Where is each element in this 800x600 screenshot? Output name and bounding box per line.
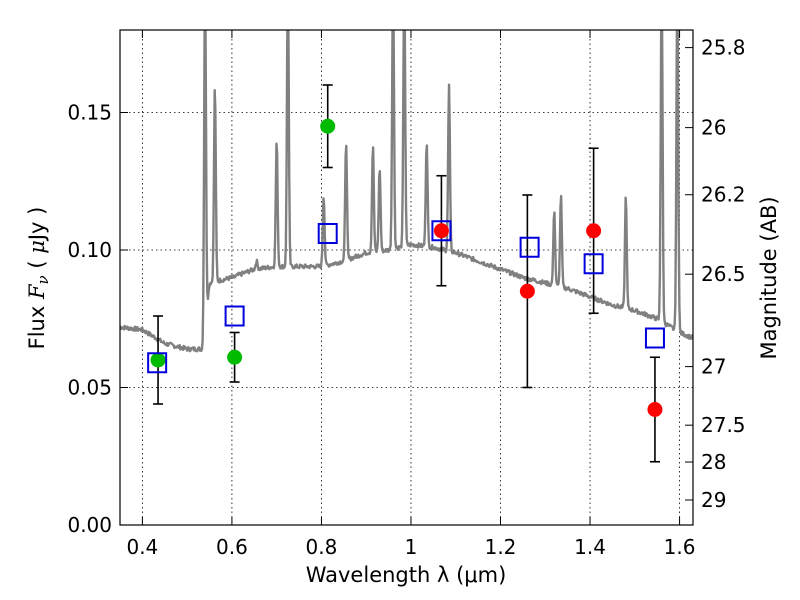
right-tick-label: 25.8 [701, 36, 746, 60]
green-data-point [320, 118, 336, 134]
model-square-marker [224, 305, 245, 327]
model-spectrum-line [120, 30, 693, 353]
points-layer [147, 84, 665, 463]
red-data-point [433, 223, 449, 239]
x-tick-label: 0.6 [216, 535, 248, 559]
right-tick-label: 27.5 [701, 413, 746, 437]
red-data-point [519, 283, 535, 299]
model-square-marker [583, 253, 604, 275]
x-tick-label: 1 [405, 535, 418, 559]
red-data-point [586, 223, 602, 239]
x-tick-label: 1.6 [664, 535, 696, 559]
green-data-point [150, 352, 166, 368]
y-axis-title: Flux Fν ( μJy ) [25, 207, 52, 350]
green-data-point [227, 349, 243, 365]
model-square-marker [147, 352, 168, 374]
right-tick-label: 26 [701, 116, 726, 140]
x-axis-title: Wavelength λ (μm) [306, 563, 507, 587]
model-square-marker [644, 327, 665, 349]
right-tick-label: 26.5 [701, 262, 746, 286]
x-tick-label: 0.8 [306, 535, 338, 559]
y-tick-label: 0.15 [67, 101, 112, 125]
right-tick-label: 29 [701, 488, 726, 512]
tick-labels: 0.4 0.6 0.8 1 1.2 1.4 1.6 0.00 0.05 0.10 0.15 25.8 2… [67, 36, 745, 559]
right-tick-label: 26.2 [701, 183, 746, 207]
red-data-point [647, 402, 663, 417]
spectrum-layer [120, 30, 693, 353]
y-tick-label: 0.05 [67, 376, 112, 400]
y-tick-label: 0.00 [67, 513, 112, 537]
x-tick-label: 1.2 [485, 535, 517, 559]
model-square-marker [431, 220, 452, 242]
right-tick-label: 28 [701, 450, 726, 474]
model-square-marker [519, 236, 540, 258]
right-axis-title: Magnitude (AB) [757, 196, 781, 359]
ticks-layer [120, 30, 693, 526]
x-tick-label: 0.4 [126, 535, 158, 559]
model-square-marker [317, 223, 338, 244]
plot-frame [119, 29, 694, 526]
y-tick-label: 0.10 [67, 238, 112, 262]
x-tick-label: 1.4 [574, 535, 606, 559]
right-tick-label: 27 [701, 355, 726, 379]
